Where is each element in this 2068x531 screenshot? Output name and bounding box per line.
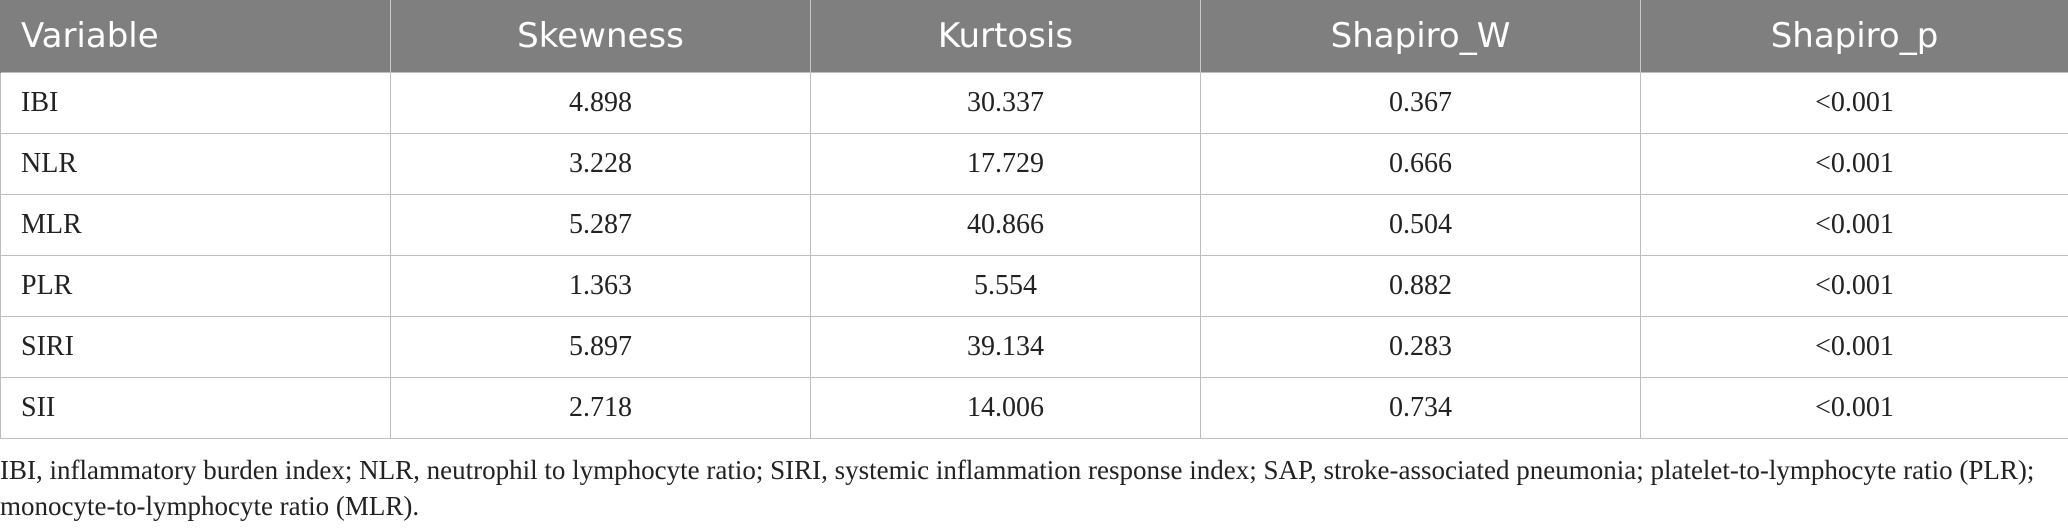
data-table-container: Variable Skewness Kurtosis Shapiro_W Sha…	[0, 0, 2068, 439]
skewness-cell: 4.898	[390, 72, 811, 134]
table-row: NLR 3.228 17.729 0.666 <0.001	[0, 133, 2068, 195]
row-label: SII	[0, 377, 391, 439]
column-header-skewness: Skewness	[390, 0, 811, 73]
table-row: IBI 4.898 30.337 0.367 <0.001	[0, 72, 2068, 134]
kurtosis-cell: 17.729	[810, 133, 1201, 195]
shapiro-p-cell: <0.001	[1640, 377, 2068, 439]
table-row: PLR 1.363 5.554 0.882 <0.001	[0, 255, 2068, 317]
column-header-shapiro-p: Shapiro_p	[1640, 0, 2068, 73]
row-label: NLR	[0, 133, 391, 195]
header-row: Variable Skewness Kurtosis Shapiro_W Sha…	[0, 0, 2068, 73]
shapiro-p-cell: <0.001	[1640, 194, 2068, 256]
skewness-cell: 5.287	[390, 194, 811, 256]
shapiro-w-cell: 0.734	[1200, 377, 1641, 439]
shapiro-w-cell: 0.283	[1200, 316, 1641, 378]
row-label: PLR	[0, 255, 391, 317]
kurtosis-cell: 39.134	[810, 316, 1201, 378]
row-label: SIRI	[0, 316, 391, 378]
column-header-variable: Variable	[0, 0, 391, 73]
shapiro-w-cell: 0.504	[1200, 194, 1641, 256]
shapiro-p-cell: <0.001	[1640, 133, 2068, 195]
table-row: MLR 5.287 40.866 0.504 <0.001	[0, 194, 2068, 256]
shapiro-w-cell: 0.882	[1200, 255, 1641, 317]
shapiro-p-cell: <0.001	[1640, 255, 2068, 317]
shapiro-p-cell: <0.001	[1640, 316, 2068, 378]
kurtosis-cell: 5.554	[810, 255, 1201, 317]
skewness-cell: 5.897	[390, 316, 811, 378]
table-row: SII 2.718 14.006 0.734 <0.001	[0, 377, 2068, 439]
skewness-cell: 2.718	[390, 377, 811, 439]
kurtosis-cell: 40.866	[810, 194, 1201, 256]
row-label: IBI	[0, 72, 391, 134]
shapiro-w-cell: 0.367	[1200, 72, 1641, 134]
table-header: Variable Skewness Kurtosis Shapiro_W Sha…	[0, 0, 2068, 73]
row-label: MLR	[0, 194, 391, 256]
column-header-shapiro-w: Shapiro_W	[1200, 0, 1641, 73]
column-header-kurtosis: Kurtosis	[810, 0, 1201, 73]
table-row: SIRI 5.897 39.134 0.283 <0.001	[0, 316, 2068, 378]
table-footnote: IBI, inflammatory burden index; NLR, neu…	[0, 455, 2035, 521]
shapiro-w-cell: 0.666	[1200, 133, 1641, 195]
shapiro-p-cell: <0.001	[1640, 72, 2068, 134]
normality-table: Variable Skewness Kurtosis Shapiro_W Sha…	[0, 0, 2068, 439]
skewness-cell: 1.363	[390, 255, 811, 317]
kurtosis-cell: 30.337	[810, 72, 1201, 134]
skewness-cell: 3.228	[390, 133, 811, 195]
kurtosis-cell: 14.006	[810, 377, 1201, 439]
table-body: IBI 4.898 30.337 0.367 <0.001 NLR 3.228 …	[0, 72, 2068, 439]
